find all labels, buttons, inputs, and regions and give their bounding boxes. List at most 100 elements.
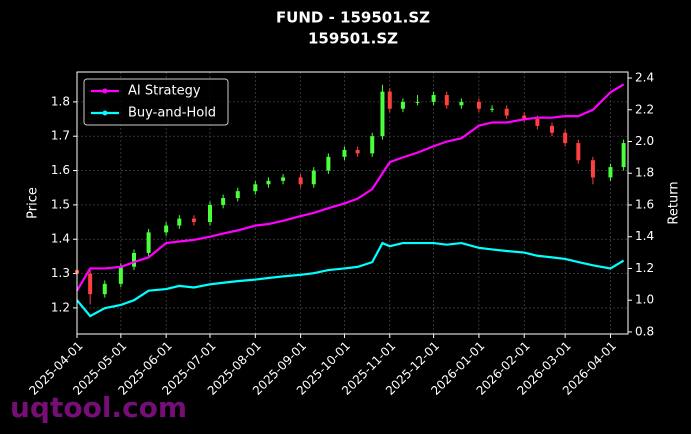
candle-body [380,91,385,137]
candle-body [387,91,392,109]
candle-body [459,101,464,106]
candle [476,98,481,113]
candle [522,112,527,123]
candle-body [208,204,212,223]
candle-body [621,143,626,168]
candle-body [102,283,107,295]
candle [102,280,107,298]
candle [253,180,258,195]
watermark: uqtool.com [10,391,187,424]
candle-body [355,149,360,154]
legend-marker [102,110,108,116]
chart-title: FUND - 159501.SZ [276,9,430,27]
y2-axis-label: Return [667,181,682,224]
series-line [76,83,625,292]
candle [576,139,581,164]
candle-body [191,218,196,223]
candle [177,215,182,229]
candle [221,194,226,209]
y-tick-label: 1.3 [51,266,70,280]
y2-tick-label: 2.0 [635,134,654,148]
series-line [76,241,625,318]
y-tick-label: 1.6 [51,163,70,177]
candle-body [266,180,271,185]
y2-tick-label: 1.0 [635,293,654,307]
candle-body [431,95,436,102]
candle-body [550,125,554,133]
candle [298,173,303,188]
candle-body [146,232,151,253]
plot-frame [76,71,629,335]
candle-body [590,160,595,178]
candle [266,177,271,188]
candle-body [504,108,509,116]
legend-label: AI Strategy [128,84,201,99]
candle [208,201,212,226]
candle [235,187,240,202]
candle-body [415,101,420,103]
candle [326,153,331,174]
candle-body [490,108,495,110]
candle-body [342,149,347,157]
candle [490,105,495,113]
y-tick-label: 1.4 [51,232,70,246]
candle [590,156,595,185]
candle-body [563,132,568,144]
candle [387,88,392,113]
y2-tick-label: 0.8 [635,324,654,338]
y-tick-label: 1.8 [51,94,70,108]
candle [504,105,509,120]
candle-body [535,119,540,126]
candle [146,228,151,257]
candle-body [132,252,136,267]
candle [355,146,360,157]
candle-body [253,184,258,192]
y-tick-label: 1.7 [51,129,70,143]
candle [444,91,449,109]
candle-body [281,177,286,181]
candle [608,163,613,181]
candle [400,98,405,113]
candle [459,98,464,109]
y2-tick-label: 1.4 [635,229,654,243]
candle-body [576,143,581,161]
candle [550,122,554,137]
y2-tick-label: 2.2 [635,102,654,116]
y2-tick-label: 1.2 [635,261,654,275]
candle [164,222,169,236]
candle-body [400,101,405,109]
candle [380,84,385,140]
candle-body [235,191,240,199]
candle [415,95,420,106]
legend-marker [102,88,108,94]
legend-label: Buy-and-Hold [128,106,216,121]
candle-body [164,225,169,233]
candle-body [476,101,481,109]
y-tick-label: 1.5 [51,197,70,211]
y2-tick-label: 2.4 [635,71,654,85]
candle-body [118,266,123,284]
candle-body [177,218,182,226]
y-tick-label: 1.2 [51,300,70,314]
candle [431,91,436,106]
legend-box [83,78,229,126]
y2-tick-label: 1.6 [635,197,654,211]
candle-body [88,273,93,295]
candle-body [298,177,303,185]
candle [621,139,626,171]
candle-body [522,115,527,120]
candle [132,249,136,271]
candle-body [326,156,331,171]
candle-body [221,198,226,205]
y-axis-label: Price [26,187,41,219]
candle-body [311,170,316,185]
candle [311,167,316,188]
candle-body [444,95,449,106]
candle-body [608,167,613,178]
chart-subtitle: 159501.SZ [308,30,398,48]
candle [88,270,93,305]
candle [281,173,286,185]
candle-body [370,136,375,154]
candle [370,132,375,157]
